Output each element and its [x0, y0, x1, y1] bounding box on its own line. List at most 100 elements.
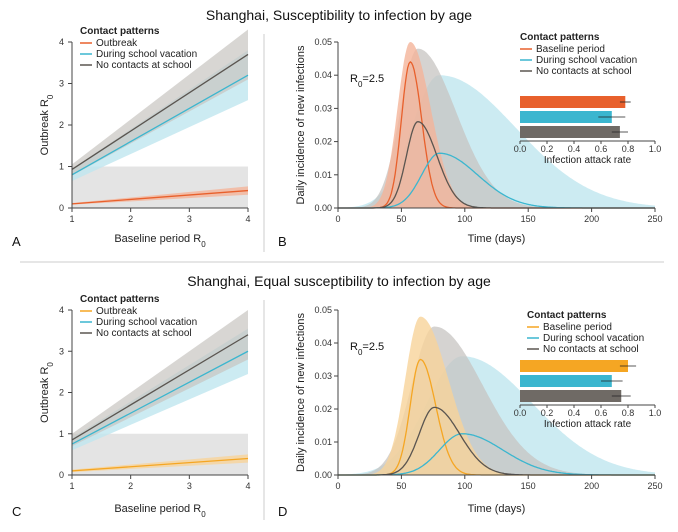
- ci-band-noschool: [72, 310, 248, 447]
- y-axis-label-sub: 0: [46, 362, 55, 367]
- ci-band-noschool: [72, 29, 248, 176]
- inset-x-label: Infection attack rate: [544, 155, 632, 166]
- y-tick-label: 3: [59, 79, 64, 89]
- series-line-vacation: [71, 74, 249, 176]
- x-axis-label-sub: 0: [201, 510, 206, 519]
- r0-sub: 0: [358, 348, 363, 357]
- inset-tick-label: 0.6: [595, 408, 608, 418]
- y-axis-label: Outbreak R0: [39, 362, 55, 423]
- y-tick-label: 4: [59, 37, 64, 47]
- x-tick-label: 2: [128, 214, 133, 224]
- series-line-outbreak: [71, 189, 249, 205]
- inset-tick-label: 0.8: [622, 144, 635, 154]
- y-tick-label: 1: [59, 429, 64, 439]
- r0-annotation: R0=2.5: [350, 341, 384, 357]
- y-tick-label: 0.00: [314, 470, 332, 480]
- legend-item-vacation: During school vacation: [96, 317, 197, 328]
- y-tick-label: 0.05: [314, 305, 332, 315]
- x-tick-label: 0: [335, 214, 340, 224]
- inset-tick-label: 0.4: [568, 408, 581, 418]
- inset-bar-vacation: [520, 111, 612, 123]
- x-tick-label: 50: [396, 214, 406, 224]
- inset-tick-label: 0.4: [568, 144, 581, 154]
- x-tick-label: 4: [245, 214, 250, 224]
- inset-tick-label: 0.0: [514, 144, 527, 154]
- y-tick-label: 0.03: [314, 371, 332, 381]
- series-line-noschool: [71, 334, 249, 441]
- y-tick-label: 0.01: [314, 170, 332, 180]
- y-tick-label: 1: [59, 162, 64, 172]
- x-tick-label: 100: [457, 214, 472, 224]
- y-tick-label: 0.02: [314, 137, 332, 147]
- x-tick-label: 200: [584, 214, 599, 224]
- x-tick-label: 3: [187, 481, 192, 491]
- legend-item-noschool: No contacts at school: [96, 60, 192, 71]
- legend-item-noschool: No contacts at school: [543, 344, 639, 355]
- inset-tick-label: 0.8: [622, 408, 635, 418]
- right-chart: 0 50 100 150 200 2500.000.010.020.030.040.05T…: [278, 32, 663, 249]
- legend-item-vacation: During school vacation: [96, 49, 197, 60]
- r0-main: R: [350, 341, 358, 353]
- series-line-noschool: [71, 53, 249, 170]
- section-title: Shanghai, Susceptibility to infection by…: [206, 7, 472, 23]
- x-tick-label: 3: [187, 214, 192, 224]
- x-tick-label: 250: [647, 481, 662, 491]
- y-axis-label: Outbreak R0: [39, 94, 55, 155]
- y-tick-label: 0: [59, 470, 64, 480]
- legend-item-vacation: During school vacation: [536, 55, 637, 66]
- y-axis-label: Daily incidence of new infections: [295, 313, 307, 472]
- inset-bar-noschool: [520, 390, 622, 402]
- inset-bar-chart: 0.0 0.2 0.4 0.6 0.8 1.0 Infection attack rate: [514, 360, 662, 430]
- y-axis-label: Daily incidence of new infections: [295, 45, 307, 204]
- inset-bar-noschool: [520, 126, 620, 138]
- x-axis-label: Time (days): [468, 233, 526, 245]
- series-line-outbreak: [71, 457, 249, 472]
- y-tick-label: 0: [59, 203, 64, 213]
- inset-tick-label: 0.6: [595, 144, 608, 154]
- inset-tick-label: 0.0: [514, 408, 527, 418]
- panel-label: D: [278, 504, 287, 519]
- x-tick-label: 2: [128, 481, 133, 491]
- r0-value: =2.5: [362, 73, 384, 85]
- legend-title: Contact patterns: [527, 310, 607, 321]
- x-axis-label: Baseline period R0: [114, 503, 206, 519]
- x-axis-label: Time (days): [468, 503, 526, 515]
- x-tick-label: 100: [457, 481, 472, 491]
- y-tick-label: 4: [59, 305, 64, 315]
- x-tick-label: 0: [335, 481, 340, 491]
- inset-bar-vacation: [520, 375, 612, 387]
- x-tick-label: 4: [245, 481, 250, 491]
- x-tick-label: 250: [647, 214, 662, 224]
- y-tick-label: 3: [59, 346, 64, 356]
- ci-band-outbreak: [338, 316, 655, 475]
- y-tick-label: 0.02: [314, 404, 332, 414]
- x-tick-label: 150: [521, 214, 536, 224]
- y-tick-label: 0.04: [314, 338, 332, 348]
- x-axis-label: Baseline period R0: [114, 233, 206, 249]
- x-tick-label: 1: [69, 481, 74, 491]
- y-tick-label: 2: [59, 120, 64, 130]
- x-axis-label-sub: 0: [201, 240, 206, 249]
- y-tick-label: 2: [59, 388, 64, 398]
- y-tick-label: 0.03: [314, 103, 332, 113]
- y-tick-label: 0.04: [314, 70, 332, 80]
- panel-label: C: [12, 504, 21, 519]
- y-axis-label-main: Outbreak R: [39, 367, 51, 423]
- y-tick-label: 0.01: [314, 437, 332, 447]
- legend-item-outbreak: Outbreak: [96, 38, 138, 49]
- section-title: Shanghai, Equal susceptibility to infect…: [187, 273, 491, 289]
- inset-bar-outbreak: [520, 96, 626, 108]
- inset-tick-label: 1.0: [649, 408, 662, 418]
- r0-main: R: [350, 73, 358, 85]
- inset-bar-outbreak: [520, 360, 628, 372]
- panel-label: A: [12, 234, 21, 249]
- series-line-vacation: [71, 350, 249, 445]
- y-tick-label: 0.05: [314, 37, 332, 47]
- legend-item-vacation: During school vacation: [543, 333, 644, 344]
- legend-item-noschool: No contacts at school: [536, 66, 632, 77]
- legend-title: Contact patterns: [80, 294, 160, 305]
